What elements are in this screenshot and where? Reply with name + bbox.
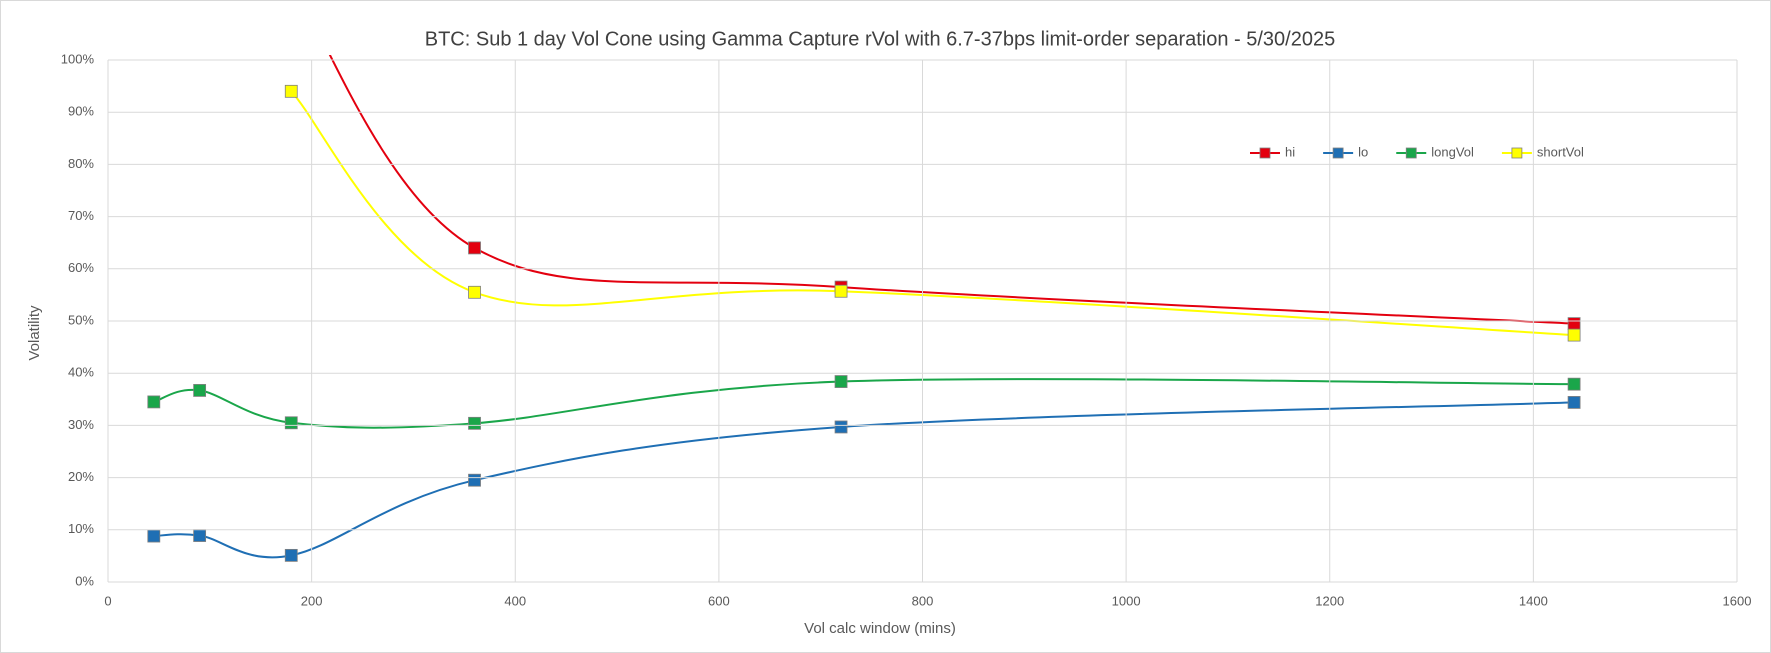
legend-label: lo [1358, 144, 1368, 159]
data-point [468, 416, 481, 430]
legend-marker [1259, 147, 1271, 159]
x-tick-label: 200 [301, 593, 323, 608]
legend-label: longVol [1431, 144, 1474, 159]
data-point [147, 529, 161, 543]
y-tick-label: 30% [68, 417, 94, 432]
series-line [153, 401, 1575, 559]
y-axis-label: Volatility [26, 305, 43, 361]
y-tick-label: 60% [68, 260, 94, 275]
data-point [193, 384, 207, 397]
data-point [147, 395, 161, 409]
y-tick-label: 100% [61, 51, 95, 66]
x-tick-label: 1600 [1723, 593, 1752, 608]
legend-marker [1405, 147, 1417, 159]
x-axis-label: Vol calc window (mins) [804, 620, 956, 637]
y-tick-label: 0% [75, 573, 94, 588]
legend-item: shortVol [1501, 144, 1584, 159]
x-tick-label: 0 [104, 593, 111, 608]
x-tick-label: 1000 [1112, 593, 1141, 608]
legend-marker [1332, 147, 1344, 159]
y-tick-label: 10% [68, 521, 94, 536]
legend-item: longVol [1396, 144, 1474, 159]
data-point [193, 529, 207, 542]
data-point [1567, 328, 1581, 342]
y-tick-label: 70% [68, 208, 94, 223]
x-tick-label: 800 [912, 593, 934, 608]
data-point [834, 420, 848, 434]
data-point [834, 375, 848, 388]
y-tick-label: 80% [68, 156, 94, 171]
y-tick-label: 40% [68, 365, 94, 380]
series-line [153, 378, 1575, 429]
data-point [1567, 317, 1581, 331]
data-point [1567, 377, 1581, 391]
plot-area [147, 55, 1581, 562]
data-point [284, 84, 298, 98]
data-point [468, 241, 481, 255]
x-tick-label: 1200 [1315, 593, 1344, 608]
legend-item: hi [1250, 144, 1295, 159]
data-point [468, 473, 481, 487]
legend-label: shortVol [1537, 144, 1584, 159]
data-point [468, 285, 481, 299]
chart-title: BTC: Sub 1 day Vol Cone using Gamma Capt… [425, 28, 1335, 50]
x-tick-label: 400 [504, 593, 526, 608]
data-point [1567, 396, 1581, 409]
y-tick-label: 20% [68, 469, 94, 484]
data-point [834, 284, 848, 298]
data-point [284, 548, 298, 562]
x-tick-label: 600 [708, 593, 730, 608]
legend-item: lo [1323, 144, 1368, 159]
legend-marker [1511, 147, 1523, 159]
data-point [284, 416, 298, 430]
legend-label: hi [1285, 144, 1295, 159]
y-tick-label: 50% [68, 312, 94, 327]
series-line [328, 55, 1575, 325]
x-tick-label: 1400 [1519, 593, 1548, 608]
y-tick-label: 90% [68, 104, 94, 119]
